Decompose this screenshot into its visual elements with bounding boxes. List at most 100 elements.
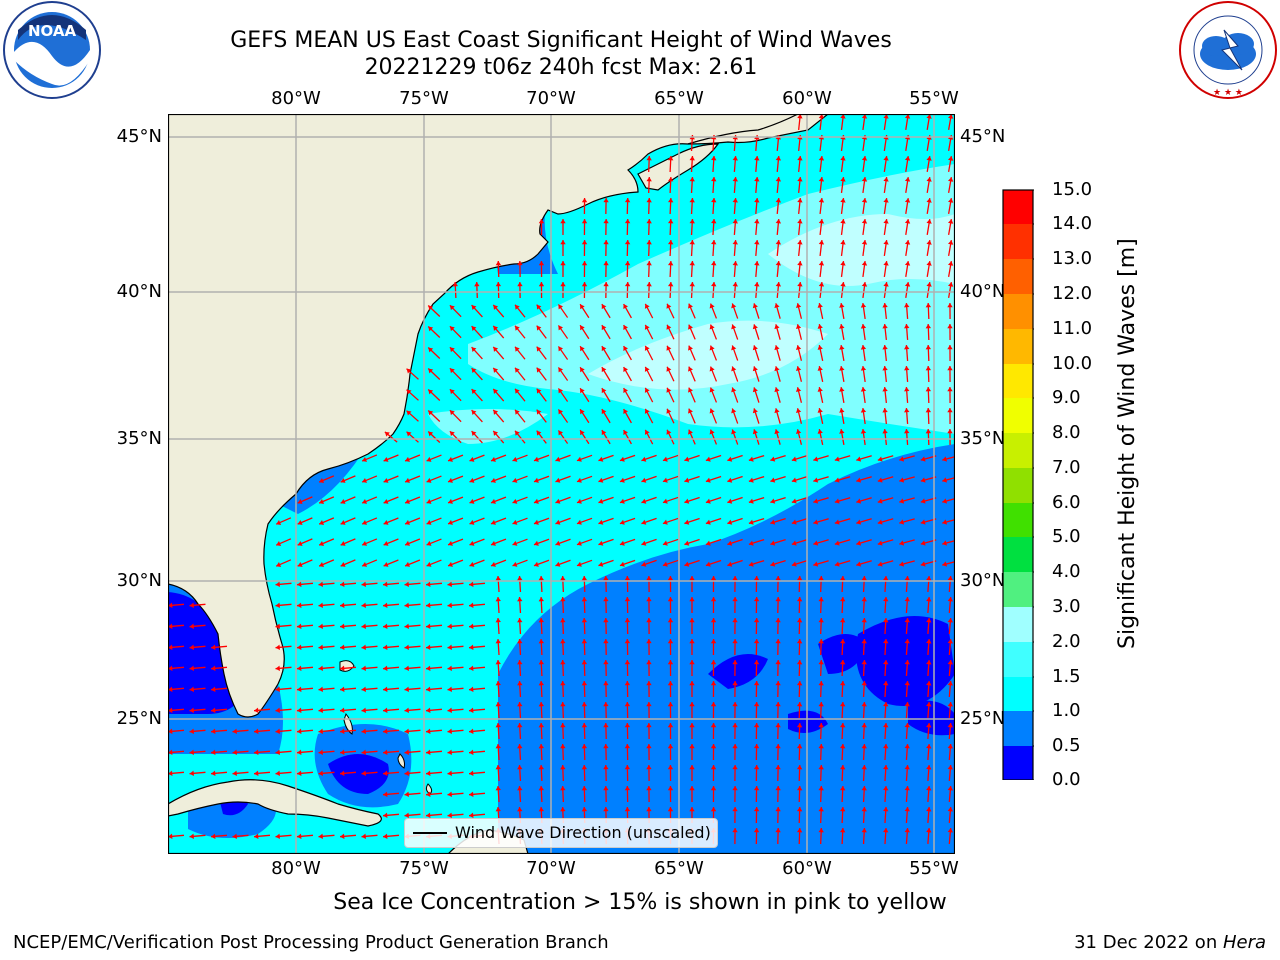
wind-arrow-head	[840, 198, 846, 203]
wind-arrow-head	[925, 345, 932, 350]
wind-arrow-head	[426, 728, 431, 734]
wind-arrow-head	[598, 561, 604, 567]
wind-arrow-head	[948, 282, 954, 287]
wind-arrow-head	[710, 660, 717, 665]
wind-arrow-head	[904, 240, 911, 245]
wind-arrow-head	[362, 456, 368, 462]
wind-arrow-head	[840, 660, 846, 665]
colorbar-segment	[1003, 433, 1033, 468]
wind-arrow-head	[560, 618, 566, 623]
wind-arrow-head	[623, 388, 629, 394]
wind-arrow-head	[404, 686, 409, 692]
wind-arrow-head	[883, 828, 889, 833]
wind-arrow-head	[947, 639, 953, 644]
wind-wave-arrows	[168, 114, 955, 845]
wind-arrow-head	[791, 477, 797, 483]
noaa-logo-text: NOAA	[28, 22, 77, 40]
wind-arrow-head	[362, 540, 368, 546]
colorbar-segment	[1003, 746, 1033, 780]
wind-arrow-head	[340, 707, 345, 713]
wind-arrow-head	[920, 498, 926, 504]
colorbar-segment	[1003, 468, 1033, 503]
wind-arrow-head	[426, 477, 432, 483]
wind-arrow-head	[942, 456, 948, 462]
wind-arrow-head	[710, 723, 717, 728]
wind-arrow-head	[710, 681, 717, 686]
wind-arrow-head	[493, 409, 499, 415]
wind-arrow-head	[254, 728, 259, 734]
wind-arrow-head	[882, 429, 888, 434]
wind-arrow-head	[904, 408, 910, 413]
wind-arrow-head	[624, 723, 631, 728]
wind-arrow-head	[361, 623, 366, 629]
wind-arrow-head	[948, 177, 954, 182]
wind-arrow-head	[619, 561, 625, 567]
wind-arrow-head	[732, 681, 738, 686]
wind-arrow-head	[688, 324, 693, 330]
wind-arrow-head	[883, 282, 889, 287]
wind-arrow-head	[189, 833, 194, 839]
wind-arrow-head	[732, 828, 738, 833]
wind-arrow-head	[297, 665, 302, 671]
wind-arrow-head	[538, 723, 544, 728]
wind-arrow-head	[560, 807, 566, 812]
wind-arrow-head	[861, 786, 867, 791]
wind-arrow-head	[517, 261, 523, 266]
wind-arrow-head	[861, 198, 868, 203]
wind-arrow-head	[560, 219, 566, 224]
wind-arrow-head	[624, 786, 631, 791]
wind-arrow-head	[667, 807, 674, 812]
colorbar-segment	[1003, 677, 1033, 711]
wind-arrow-head	[469, 812, 474, 818]
wind-arrow-head	[926, 660, 932, 665]
wind-arrow-head	[731, 345, 737, 351]
wind-arrow-head	[797, 282, 803, 287]
wind-arrow-head	[232, 833, 237, 839]
wind-arrow-head	[877, 477, 883, 483]
wind-arrow-head	[817, 408, 823, 413]
wind-arrow-head	[775, 744, 781, 749]
wind-arrow-head	[925, 429, 932, 434]
wind-arrow-head	[189, 707, 194, 713]
wind-arrow-head	[495, 576, 501, 581]
wind-arrow-head	[861, 282, 868, 287]
wind-arrow-head	[449, 410, 455, 416]
wind-arrow-head	[361, 602, 366, 608]
wind-arrow-head	[275, 665, 280, 671]
wind-arrow-head	[667, 576, 674, 581]
wind-arrow-head	[689, 765, 695, 770]
wind-arrow-head	[536, 430, 542, 436]
wind-arrow-head	[168, 770, 173, 776]
wind-arrow-head	[795, 345, 802, 350]
wind-arrow-head	[495, 702, 501, 707]
wind-arrow-head	[818, 177, 825, 182]
wind-arrow-head	[558, 409, 564, 415]
wind-arrow-head	[748, 540, 754, 546]
wind-arrow-head	[882, 408, 888, 413]
wind-arrow-head	[818, 807, 824, 812]
wind-arrow-head	[795, 324, 802, 329]
wind-arrow-head	[619, 456, 625, 462]
wind-arrow-head	[495, 282, 502, 287]
wind-arrow-head	[624, 681, 631, 686]
wind-arrow-head	[920, 561, 926, 567]
wind-arrow-head	[926, 198, 932, 203]
wind-arrow-head	[533, 456, 539, 462]
wind-arrow-head	[491, 498, 496, 504]
wind-arrow-head	[796, 660, 803, 665]
wind-arrow-head	[732, 282, 738, 287]
wind-arrow-head	[688, 345, 693, 351]
map-graticule	[168, 114, 955, 854]
wind-arrow-head	[942, 498, 948, 504]
wind-arrow-head	[666, 366, 672, 372]
wind-arrow-head	[732, 156, 738, 161]
wind-arrow-head	[646, 177, 652, 182]
wind-arrow-head	[275, 707, 280, 713]
colorbar-frame	[1002, 189, 1034, 780]
wind-arrow-head	[581, 723, 588, 728]
wind-arrow-head	[603, 618, 609, 623]
wind-arrow-head	[448, 540, 453, 546]
wind-arrow-head	[753, 597, 760, 602]
wind-arrow-head	[538, 744, 544, 749]
wind-arrow-head	[834, 498, 840, 504]
